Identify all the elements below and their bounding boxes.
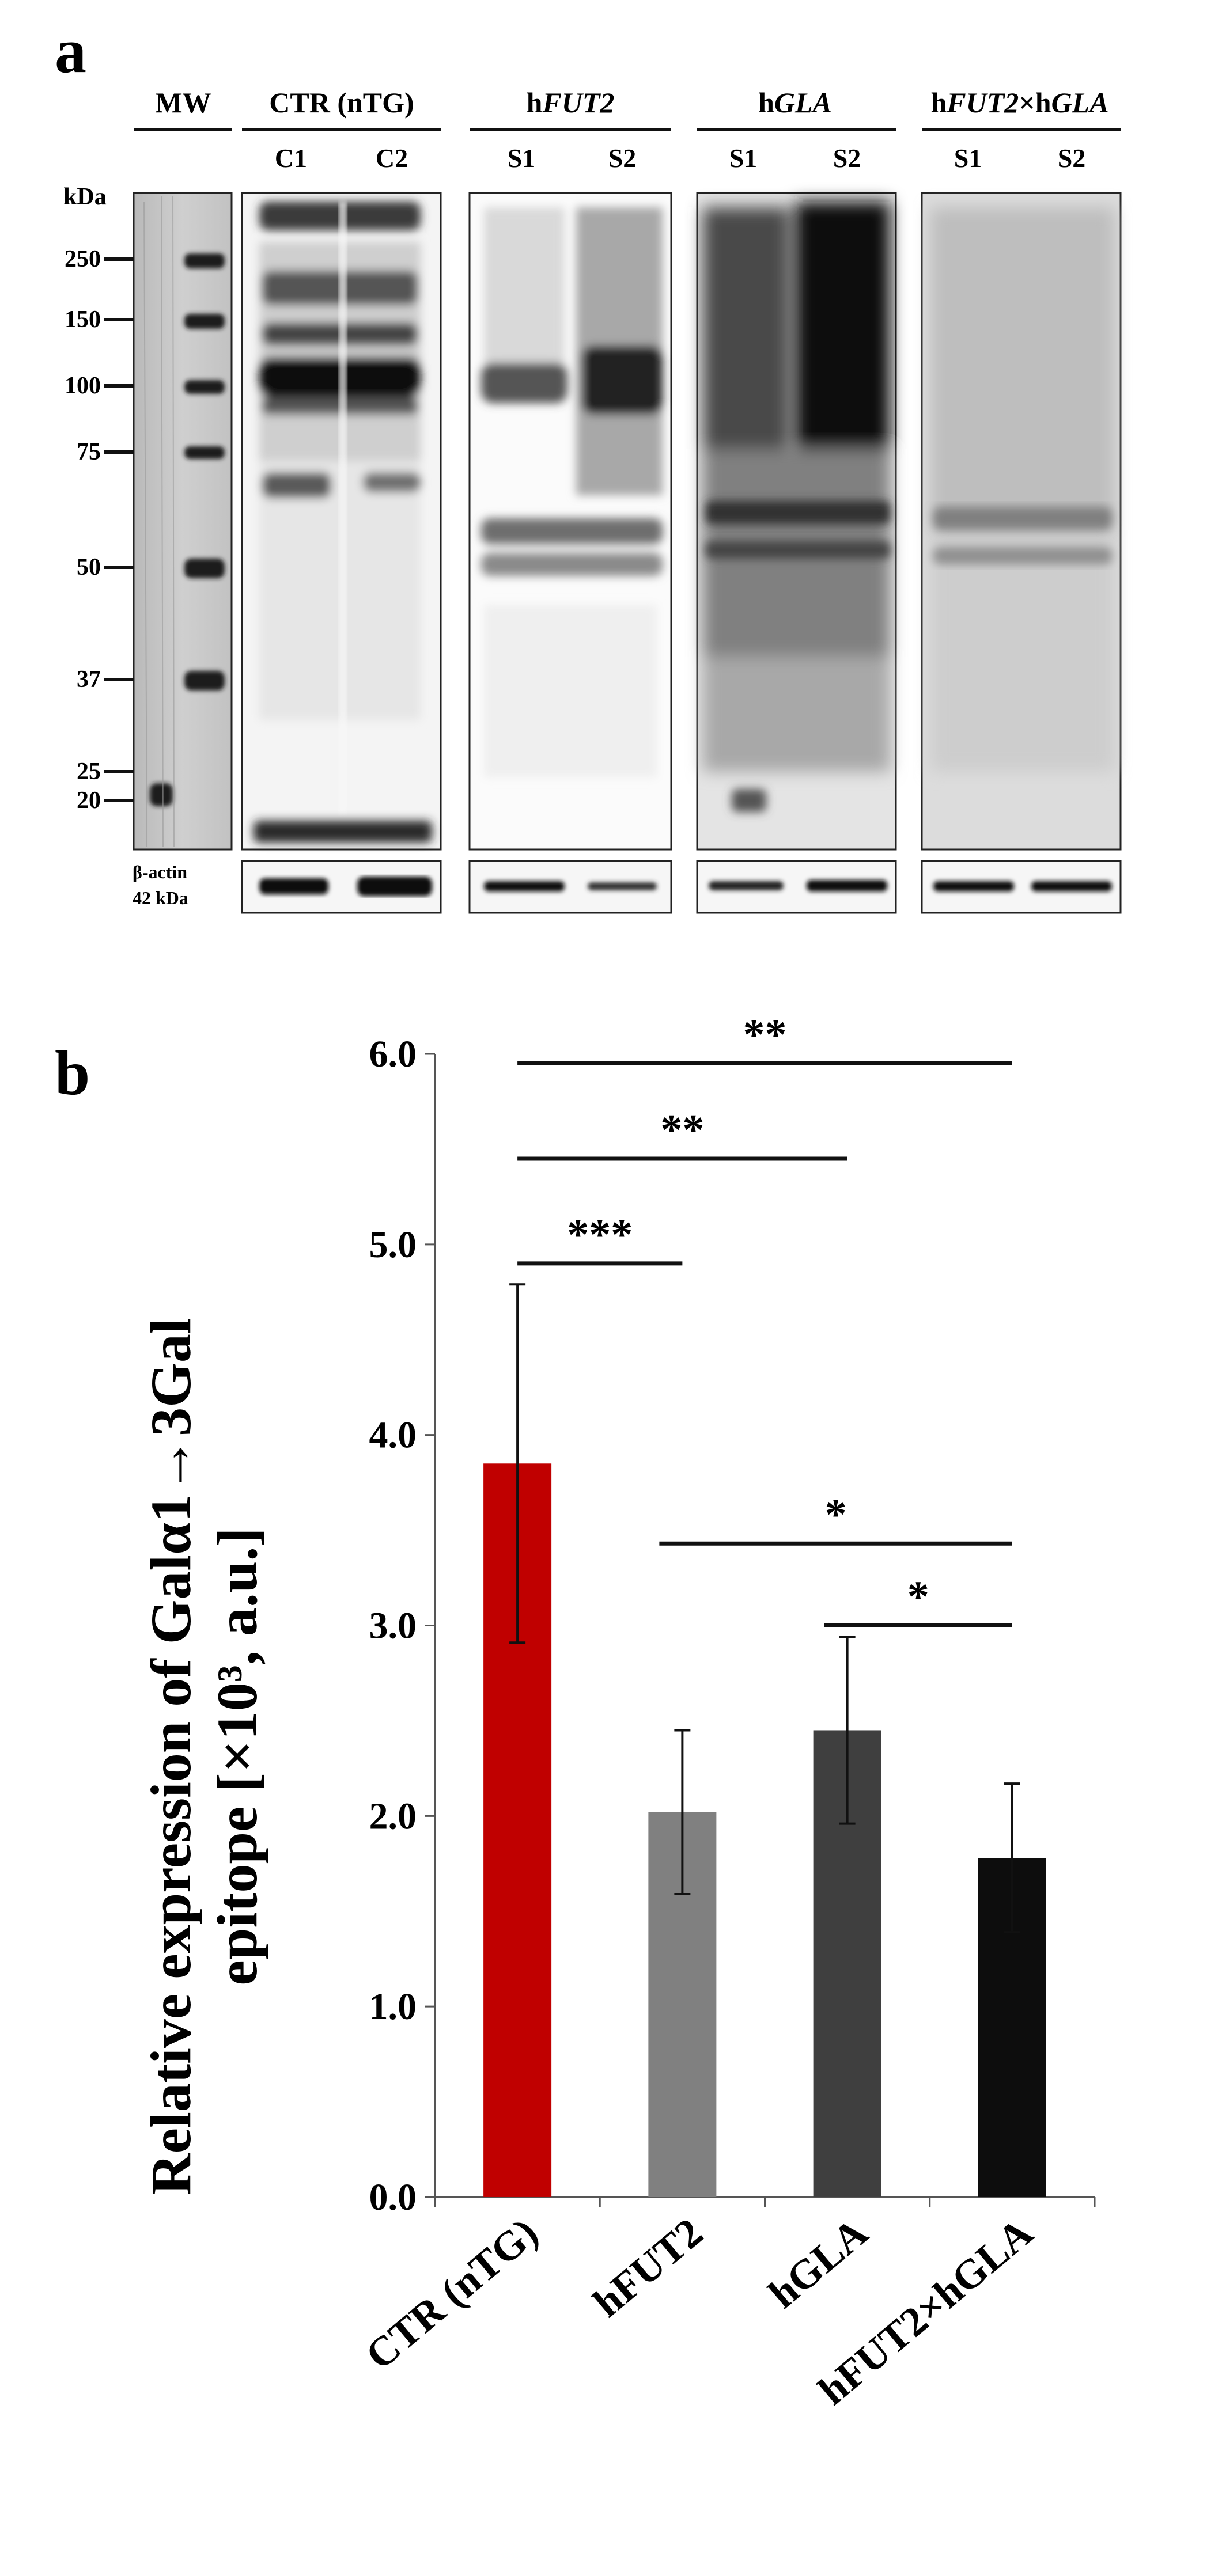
y-tick-label-5: 5.0 (369, 1224, 417, 1266)
significance-label-2: *** (567, 1211, 633, 1259)
error-bars (509, 1283, 1020, 1934)
group-header-hgla: hGLA (758, 86, 832, 119)
mw-markers: 250 150 100 75 50 37 25 20 (65, 246, 134, 814)
actin-label-line2: 42 kDa (133, 887, 188, 908)
y-ticks: 0.0 1.0 2.0 3.0 4.0 5.0 6.0 (369, 1033, 435, 2218)
group-header-mw: MW (155, 86, 211, 119)
hfut2-blot (468, 192, 672, 851)
panel-a: a MW CTR (nTG) hFUT2 hGLA hFUT2×hGLA C1 … (55, 16, 1122, 914)
lane-label-c1: C1 (275, 143, 307, 173)
panel-a-letter: a (55, 16, 86, 86)
y-tick-label-1: 1.0 (369, 1986, 417, 2028)
category-label-1: hFUT2 (585, 2209, 712, 2326)
mw-marker-50: 50 (77, 554, 101, 581)
double-blot (921, 192, 1122, 851)
mw-marker-37: 37 (77, 666, 101, 693)
category-label-2: hGLA (760, 2209, 876, 2317)
kda-label: kDa (63, 184, 107, 210)
mw-marker-25: 25 (77, 758, 101, 785)
actin-blots (241, 860, 1122, 914)
y-axis-label-line2: epitope [×10³, a.u.] (205, 1527, 269, 1985)
y-tick-label-0: 0.0 (369, 2176, 417, 2218)
lane-label-hfut2-s2: S2 (608, 143, 637, 173)
significance-brackets: ********* (517, 1011, 1012, 1627)
significance-label-3: * (825, 1490, 847, 1539)
lane-label-hfut2-s1: S1 (508, 143, 536, 173)
y-tick-label-2: 2.0 (369, 1795, 417, 1837)
lane-label-hgla-s2: S2 (833, 143, 861, 173)
significance-label-1: ** (660, 1106, 704, 1154)
group-header-double: hFUT2×hGLA (930, 86, 1108, 119)
panel-b-letter: b (55, 1038, 90, 1108)
actin-label-line1: β-actin (133, 862, 187, 882)
bars (483, 1463, 1046, 2197)
x-ticks (434, 2197, 1096, 2207)
error-bar-0 (509, 1283, 526, 1644)
y-axis-label-line1: Relative expression of Galα1→3Gal (139, 1318, 203, 2195)
mw-marker-100: 100 (65, 373, 101, 399)
hgla-blot (696, 192, 897, 851)
mw-marker-20: 20 (77, 787, 101, 814)
group-header-ctr: CTR (nTG) (269, 86, 414, 119)
mw-marker-75: 75 (77, 439, 101, 465)
error-bar-3 (1004, 1782, 1020, 1934)
mw-marker-150: 150 (65, 306, 101, 333)
category-label-0: CTR (nTG) (357, 2209, 547, 2378)
y-tick-label-3: 3.0 (369, 1605, 417, 1647)
y-tick-label-4: 4.0 (369, 1414, 417, 1456)
ctr-blot (241, 192, 442, 851)
lane-label-hgla-s1: S1 (729, 143, 758, 173)
lane-label-c2: C2 (376, 143, 408, 173)
significance-label-4: * (907, 1573, 929, 1621)
lane-label-double-s2: S2 (1058, 143, 1086, 173)
error-bar-1 (674, 1729, 691, 1895)
mw-marker-250: 250 (65, 246, 101, 272)
lane-label-double-s1: S1 (954, 143, 982, 173)
panel-b: b Relative expression of Galα1→3Gal epit… (55, 1011, 1096, 2414)
significance-label-0: ** (743, 1011, 787, 1059)
error-bar-2 (839, 1636, 856, 1825)
y-tick-label-6: 6.0 (369, 1033, 417, 1075)
mw-ladder-blot (133, 192, 233, 851)
group-header-hfut2: hFUT2 (527, 86, 615, 119)
